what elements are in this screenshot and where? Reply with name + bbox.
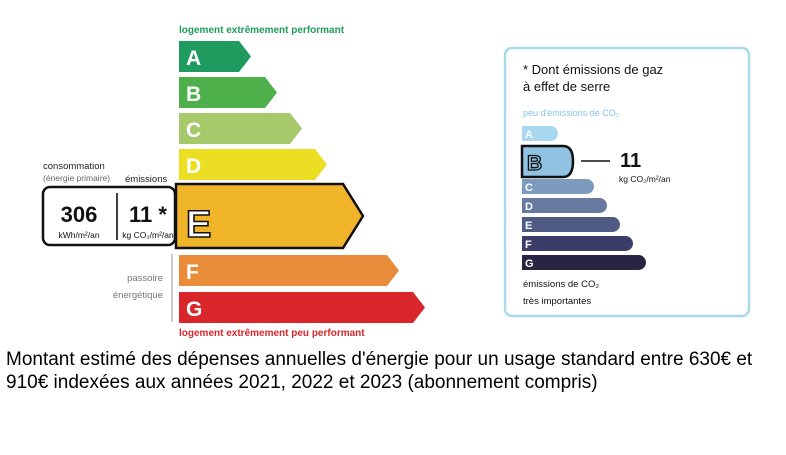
dpe-letter-C: C (186, 119, 201, 142)
dpe-value-box (41, 185, 177, 247)
consumption-sublabel: (énergie primaire) (43, 173, 110, 183)
ges-bottom-caption-2: très importantes (523, 296, 591, 307)
dpe-letter-B: B (186, 83, 201, 106)
ges-title-2: à effet de serre (523, 79, 610, 94)
dpe-bar-C (179, 113, 302, 144)
dpe-letter-F: F (186, 261, 199, 284)
dpe-bottom-caption: logement extrêmement peu performant (179, 328, 365, 339)
dpe-current-letter: E (186, 204, 211, 246)
passoire-label-2: énergétique (113, 290, 163, 301)
dpe-bar-F (179, 255, 399, 286)
ges-bottom-caption-1: émissions de CO₂ (523, 279, 599, 290)
ges-letter-E: E (525, 220, 532, 232)
dpe-bar-A (179, 41, 251, 72)
dpe-bar-G (179, 292, 425, 323)
ges-letter-D: D (525, 201, 533, 213)
ges-bar-C (522, 179, 594, 194)
ges-bar-D (522, 198, 607, 213)
dpe-bar-D (179, 149, 327, 180)
ges-bar-E (522, 217, 620, 232)
emissions-value: 11 * (129, 202, 167, 227)
dpe-top-caption: logement extrêmement performant (179, 25, 345, 36)
ges-letter-F: F (525, 239, 532, 251)
emissions-label: émissions (125, 174, 167, 185)
ges-title-1: * Dont émissions de gaz (523, 62, 663, 77)
consumption-unit: kWh/m²/an (58, 230, 99, 240)
dpe-letter-G: G (186, 298, 202, 321)
ges-bar-F (522, 236, 633, 251)
ges-bar-current-B (520, 144, 575, 179)
passoire-label-1: passoire (127, 273, 163, 284)
estimated-costs-text: Montant estimé des dépenses annuelles d'… (6, 349, 753, 393)
ges-letter-A: A (525, 129, 533, 141)
dpe-bar-B (179, 77, 277, 108)
ges-letter-C: C (525, 182, 533, 194)
consumption-value: 306 (61, 202, 98, 227)
consumption-label: consommation (43, 161, 105, 172)
ges-current-letter: B (527, 152, 542, 175)
dpe-letter-D: D (186, 155, 201, 178)
ges-value: 11 (620, 150, 641, 172)
ges-bar-G (522, 255, 646, 270)
ges-bar-A (522, 126, 558, 141)
ges-letter-G: G (525, 258, 534, 270)
emissions-unit: kg CO₂/m²/an (122, 230, 174, 240)
ges-top-caption: peu d'émissions de CO₂ (523, 108, 620, 118)
ges-panel: * Dont émissions de gaz à effet de serre… (503, 46, 751, 318)
dpe-letter-A: A (186, 47, 201, 70)
ges-unit: kg CO₂/m²/an (619, 174, 671, 184)
